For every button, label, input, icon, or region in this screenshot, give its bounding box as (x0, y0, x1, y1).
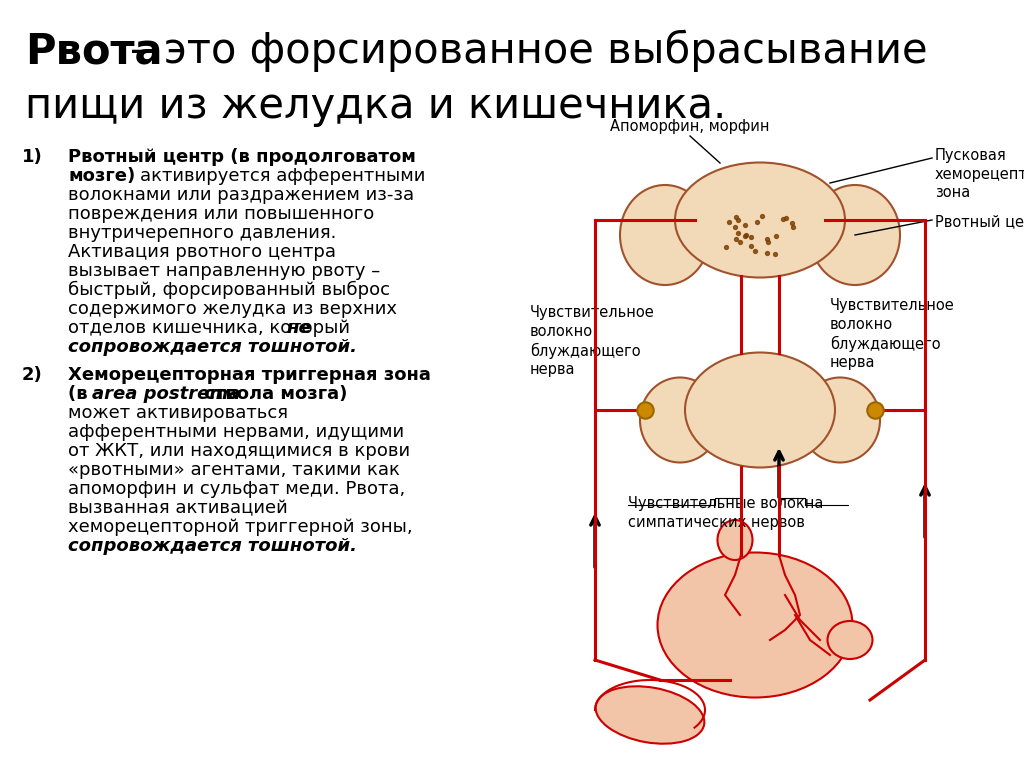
Text: не: не (286, 319, 310, 337)
Point (728, 211, 744, 223)
Text: от ЖКТ, или находящимися в крови: от ЖКТ, или находящимися в крови (68, 442, 411, 460)
Text: повреждения или повышенного: повреждения или повышенного (68, 205, 374, 223)
Text: может активироваться: может активироваться (68, 404, 288, 422)
Text: Рвотный центр: Рвотный центр (935, 215, 1024, 230)
Point (737, 229, 754, 242)
Text: волокнами или раздражением из-за: волокнами или раздражением из-за (68, 186, 414, 204)
Text: area postrema: area postrema (92, 385, 241, 403)
Text: Пусковая
хеморецепторная
зона: Пусковая хеморецепторная зона (935, 148, 1024, 200)
Ellipse shape (596, 686, 705, 744)
Text: пищи из желудка и кишечника.: пищи из желудка и кишечника. (25, 85, 726, 127)
Text: вызванная активацией: вызванная активацией (68, 499, 288, 517)
Point (738, 229, 755, 241)
Point (777, 212, 794, 224)
Text: Рвотный центр (в продолговатом: Рвотный центр (в продолговатом (68, 148, 416, 166)
Text: «рвотными» агентами, такими как: «рвотными» агентами, такими как (68, 461, 400, 479)
Text: Чувствительное
волокно
блуждающего
нерва: Чувствительное волокно блуждающего нерва (530, 305, 654, 377)
Text: вызывает направленную рвоту –: вызывает направленную рвоту – (68, 262, 380, 280)
Point (748, 245, 764, 258)
Text: внутричерепного давления.: внутричерепного давления. (68, 224, 336, 242)
Text: отделов кишечника, который: отделов кишечника, который (68, 319, 350, 337)
Point (730, 214, 746, 226)
Ellipse shape (685, 353, 835, 468)
Text: Чувствительное
волокно
блуждающего
нерва: Чувствительное волокно блуждающего нерва (830, 298, 954, 370)
Ellipse shape (718, 520, 753, 560)
Text: сопровождается тошнотой.: сопровождается тошнотой. (68, 537, 357, 555)
Text: (в: (в (68, 385, 94, 403)
Text: сопровождается тошнотой.: сопровождается тошнотой. (68, 338, 357, 356)
Text: Хеморецепторная триггерная зона: Хеморецепторная триггерная зона (68, 366, 431, 384)
Point (743, 240, 760, 252)
Text: Рвота: Рвота (25, 30, 163, 72)
Point (718, 241, 734, 253)
Point (866, 404, 883, 416)
Ellipse shape (827, 621, 872, 659)
Point (728, 233, 744, 245)
Point (754, 210, 770, 222)
Text: мозге): мозге) (68, 167, 135, 185)
Text: быстрый, форсированный выброс: быстрый, форсированный выброс (68, 281, 390, 299)
Text: апоморфин и сульфат меди. Рвота,: апоморфин и сульфат меди. Рвота, (68, 480, 406, 498)
Point (768, 229, 784, 242)
Ellipse shape (800, 377, 880, 463)
Point (749, 216, 765, 229)
Text: активируется афферентными: активируется афферентными (140, 167, 425, 185)
Point (742, 231, 759, 243)
Text: ствола мозга): ствола мозга) (198, 385, 347, 403)
Point (759, 247, 775, 259)
Text: – это форсированное выбрасывание: – это форсированное выбрасывание (130, 30, 928, 72)
Point (760, 235, 776, 248)
Text: содержимого желудка из верхних: содержимого желудка из верхних (68, 300, 397, 318)
Text: хеморецепторной триггерной зоны,: хеморецепторной триггерной зоны, (68, 518, 413, 536)
Point (784, 221, 801, 233)
Point (775, 212, 792, 225)
Ellipse shape (810, 185, 900, 285)
Point (759, 232, 775, 245)
Point (783, 217, 800, 229)
Text: 2): 2) (22, 366, 43, 384)
Point (727, 222, 743, 234)
Point (766, 248, 782, 260)
Point (737, 219, 754, 232)
Ellipse shape (675, 163, 845, 278)
Point (729, 226, 745, 239)
Text: Активация рвотного центра: Активация рвотного центра (68, 243, 336, 261)
Point (721, 216, 737, 228)
Text: 1): 1) (22, 148, 43, 166)
Text: Чувствительные волокна
симпатических нервов: Чувствительные волокна симпатических нер… (628, 496, 823, 529)
Ellipse shape (620, 185, 710, 285)
Ellipse shape (657, 552, 853, 697)
Point (732, 236, 749, 249)
Point (637, 404, 653, 416)
Ellipse shape (640, 377, 720, 463)
Text: Апоморфин, морфин: Апоморфин, морфин (610, 119, 770, 134)
Text: афферентными нервами, идущими: афферентными нервами, идущими (68, 423, 404, 441)
